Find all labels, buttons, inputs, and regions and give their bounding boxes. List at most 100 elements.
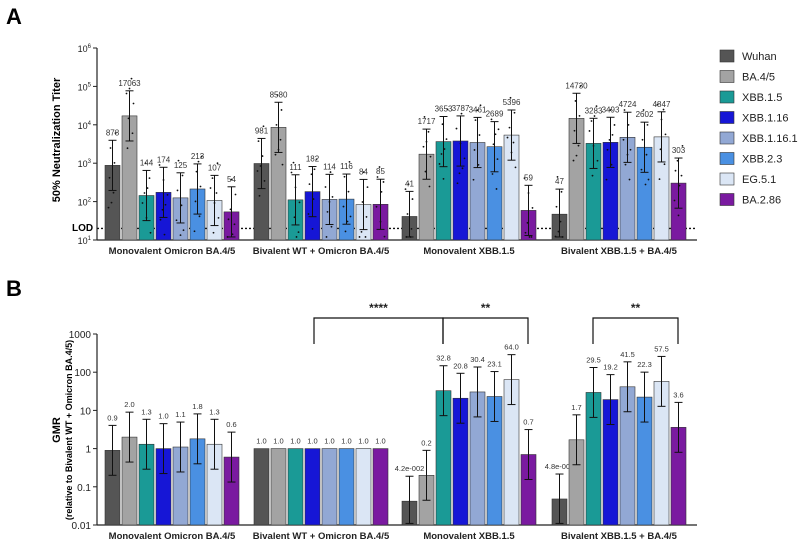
data-point (365, 216, 368, 218)
data-point (257, 140, 260, 143)
data-point (324, 186, 327, 188)
data-point (662, 108, 665, 111)
data-point (193, 230, 196, 233)
data-point (277, 148, 280, 151)
value-label: 107 (208, 163, 222, 172)
data-point (588, 130, 591, 132)
data-point (557, 230, 560, 233)
data-point (315, 158, 318, 161)
data-point (644, 183, 647, 186)
bar (355, 448, 372, 526)
data-point (613, 124, 616, 126)
data-point (496, 158, 499, 161)
data-point (409, 236, 412, 238)
data-point (492, 143, 495, 146)
value-label: 54 (227, 175, 236, 184)
data-point (477, 163, 480, 166)
data-point (307, 213, 310, 215)
group-label: Monovalent XBB.1.5 (423, 246, 515, 257)
data-point (509, 96, 512, 99)
data-point (411, 198, 414, 200)
y-tick-label: 10 (80, 406, 92, 417)
data-point (179, 234, 182, 237)
data-point (438, 163, 441, 165)
significance-bracket (313, 317, 444, 344)
data-point (641, 138, 644, 141)
bar (304, 448, 321, 526)
legend-label: Wuhan (742, 51, 777, 63)
data-point (474, 119, 477, 122)
data-point (148, 177, 151, 180)
data-point (514, 166, 517, 169)
data-point (275, 123, 278, 126)
data-point (590, 120, 593, 122)
data-point (290, 171, 293, 174)
data-point (560, 190, 563, 193)
bar (253, 448, 270, 526)
value-label: 116 (340, 162, 353, 171)
data-point (476, 109, 479, 112)
data-point (512, 141, 515, 144)
data-point (360, 230, 363, 233)
data-point (526, 221, 529, 224)
legend-swatch (719, 193, 735, 206)
data-point (125, 92, 128, 95)
data-point (231, 233, 234, 236)
data-point (215, 192, 218, 194)
data-point (226, 236, 229, 238)
data-point (281, 163, 284, 166)
data-point (658, 178, 661, 181)
group-label: Bivalent XBB.1.5 + BA.4/5 (561, 531, 678, 542)
data-point (181, 174, 184, 177)
data-point (591, 174, 594, 177)
data-point (640, 168, 643, 171)
bar (270, 448, 287, 526)
data-point (596, 159, 599, 162)
data-point (274, 153, 277, 156)
data-point (573, 129, 576, 132)
data-point (423, 116, 426, 118)
value-label: 29.5 (586, 356, 601, 365)
value-label: 3283 (585, 106, 603, 115)
data-point (182, 229, 185, 232)
group-label: Monovalent XBB.1.5 (423, 531, 515, 542)
data-point (479, 104, 482, 107)
data-point (575, 154, 578, 157)
y-tick-label: 106 (78, 44, 92, 54)
data-point (280, 109, 283, 111)
data-point (227, 218, 230, 221)
data-point (627, 123, 630, 126)
data-point (646, 123, 649, 126)
value-label: 1.0 (375, 437, 385, 446)
value-label: 174 (157, 155, 171, 164)
y-tick-label: 1 (85, 445, 91, 456)
data-point (624, 163, 627, 166)
data-point (279, 138, 282, 141)
data-point (325, 236, 328, 238)
data-point (258, 194, 261, 197)
data-point (528, 236, 531, 238)
data-point (162, 179, 165, 181)
group-label: Monovalent Omicron BA.4/5 (109, 531, 236, 542)
data-point (346, 220, 349, 223)
data-point (659, 148, 662, 151)
data-point (445, 138, 448, 141)
value-label: 23.1 (487, 360, 502, 369)
value-label: 41.5 (620, 350, 635, 359)
data-point (554, 235, 557, 238)
data-point (506, 136, 509, 139)
data-point (410, 227, 413, 230)
data-point (132, 102, 135, 105)
data-point (378, 166, 381, 168)
value-label: 182 (306, 155, 320, 164)
data-point (531, 207, 534, 209)
data-point (446, 108, 449, 111)
y-tick-label: 0.01 (72, 521, 92, 532)
data-point (330, 225, 333, 228)
value-label: 0.2 (421, 438, 431, 447)
panel-a-group-labels: Monovalent Omicron BA.4/5 Bivalent WT + O… (109, 246, 678, 257)
value-label: 3493 (602, 105, 620, 114)
group-label: Bivalent WT + Omicron BA.4/5 (253, 246, 390, 257)
legend-label: XBB.1.16.1 (742, 133, 798, 145)
value-label: 1.7 (571, 403, 581, 412)
